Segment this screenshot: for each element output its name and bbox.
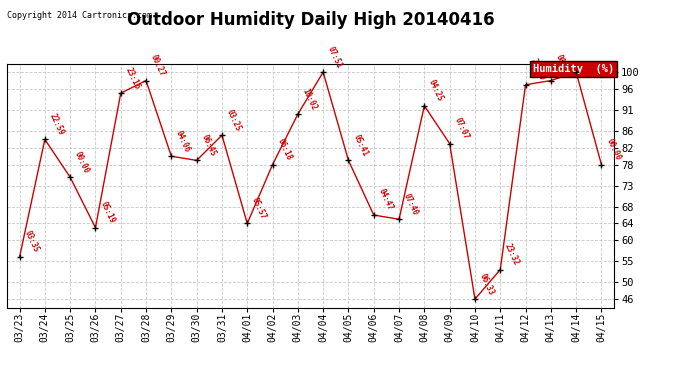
Text: 06:45: 06:45 [199,133,217,158]
Text: 03:25: 03:25 [225,108,243,132]
Text: 04:47: 04:47 [377,188,395,212]
Text: 04:06: 04:06 [174,129,192,153]
Text: 05:41: 05:41 [351,133,369,158]
Text: 00:00: 00:00 [604,137,622,162]
Text: 00:00: 00:00 [73,150,91,174]
Text: 22:59: 22:59 [48,112,66,136]
Text: 07:40: 07:40 [402,192,420,216]
Text: 03:35: 03:35 [22,230,40,254]
Text: Outdoor Humidity Daily High 20140416: Outdoor Humidity Daily High 20140416 [127,11,494,29]
Text: 05:19: 05:19 [98,200,116,225]
Text: 10:02: 10:02 [301,87,319,111]
Text: Copyright 2014 Cartronics.com: Copyright 2014 Cartronics.com [7,11,152,20]
Text: 23:32: 23:32 [503,242,521,267]
Text: 07:07: 07:07 [453,116,471,141]
Text: 04:25: 04:25 [427,78,445,103]
Text: 06:18: 06:18 [275,137,293,162]
Text: Humidity  (%): Humidity (%) [533,64,614,74]
Text: 06:33: 06:33 [477,272,495,296]
Text: 23:16: 23:16 [124,66,141,90]
Text: 05:57: 05:57 [250,196,268,220]
Text: 08:07: 08:07 [553,53,571,78]
Text: 00:27: 00:27 [149,53,167,78]
Text: 23:40: 23:40 [529,57,546,82]
Text: 07:51: 07:51 [326,45,344,69]
